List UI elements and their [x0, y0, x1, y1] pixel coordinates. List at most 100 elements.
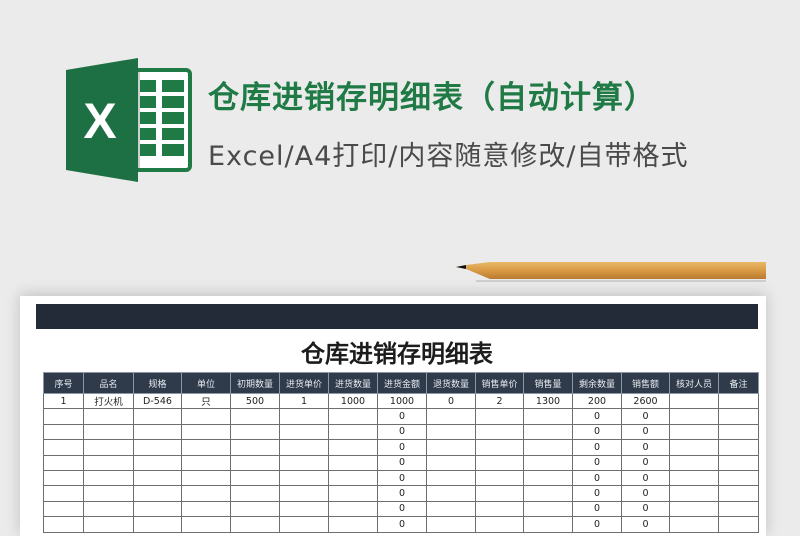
column-header[interactable]: 销售额 — [621, 372, 670, 394]
table-cell[interactable]: 2600 — [621, 392, 670, 410]
table-cell[interactable] — [133, 423, 182, 441]
column-header[interactable]: 进货金额 — [377, 372, 427, 394]
table-cell[interactable] — [426, 454, 476, 471]
table-cell[interactable] — [43, 485, 84, 502]
column-header[interactable]: 单位 — [181, 372, 231, 394]
table-cell[interactable] — [328, 408, 378, 425]
table-cell[interactable] — [523, 500, 573, 518]
table-cell[interactable]: 0 — [377, 485, 427, 502]
table-cell[interactable] — [523, 516, 573, 533]
table-cell[interactable]: 0 — [621, 423, 670, 441]
column-header[interactable]: 序号 — [43, 372, 84, 394]
column-header[interactable]: 销售单价 — [475, 372, 524, 394]
table-cell[interactable] — [475, 469, 524, 487]
table-cell[interactable]: 0 — [377, 439, 427, 456]
table-cell[interactable] — [475, 408, 524, 425]
table-cell[interactable] — [230, 423, 280, 441]
table-cell[interactable] — [426, 423, 476, 441]
table-cell[interactable]: 1 — [43, 392, 84, 410]
table-cell[interactable] — [426, 516, 476, 533]
table-cell[interactable] — [181, 423, 231, 441]
table-cell[interactable] — [181, 500, 231, 518]
table-cell[interactable] — [328, 439, 378, 456]
table-cell[interactable] — [83, 485, 134, 502]
table-cell[interactable] — [43, 439, 84, 456]
table-cell[interactable] — [328, 469, 378, 487]
table-cell[interactable] — [83, 408, 134, 425]
table-cell[interactable] — [279, 454, 329, 471]
table-cell[interactable] — [133, 469, 182, 487]
table-cell[interactable] — [181, 469, 231, 487]
table-cell[interactable] — [181, 408, 231, 425]
table-cell[interactable]: 1300 — [523, 392, 573, 410]
table-cell[interactable] — [83, 439, 134, 456]
column-header[interactable]: 进货数量 — [328, 372, 378, 394]
table-cell[interactable] — [181, 439, 231, 456]
table-cell[interactable]: 0 — [377, 516, 427, 533]
table-cell[interactable] — [328, 423, 378, 441]
table-cell[interactable]: 0 — [426, 392, 476, 410]
table-cell[interactable] — [230, 500, 280, 518]
table-cell[interactable]: 500 — [230, 392, 280, 410]
table-cell[interactable] — [523, 454, 573, 471]
table-cell[interactable] — [230, 408, 280, 425]
table-cell[interactable] — [181, 485, 231, 502]
column-header[interactable]: 初期数量 — [230, 372, 280, 394]
table-cell[interactable] — [230, 485, 280, 502]
table-cell[interactable] — [669, 516, 719, 533]
column-header[interactable]: 退货数量 — [426, 372, 476, 394]
table-cell[interactable] — [718, 516, 759, 533]
table-cell[interactable] — [230, 454, 280, 471]
table-cell[interactable] — [133, 500, 182, 518]
table-cell[interactable] — [43, 469, 84, 487]
table-cell[interactable] — [475, 485, 524, 502]
table-cell[interactable] — [133, 439, 182, 456]
table-cell[interactable] — [133, 516, 182, 533]
table-cell[interactable] — [669, 408, 719, 425]
table-cell[interactable]: 1000 — [328, 392, 378, 410]
table-cell[interactable] — [279, 469, 329, 487]
table-cell[interactable]: 0 — [621, 469, 670, 487]
table-cell[interactable] — [523, 439, 573, 456]
table-cell[interactable] — [133, 454, 182, 471]
table-cell[interactable] — [426, 485, 476, 502]
table-cell[interactable] — [669, 392, 719, 410]
table-cell[interactable] — [133, 485, 182, 502]
table-cell[interactable] — [279, 439, 329, 456]
table-cell[interactable] — [279, 516, 329, 533]
table-cell[interactable] — [328, 500, 378, 518]
table-cell[interactable]: 0 — [572, 469, 622, 487]
table-cell[interactable] — [230, 439, 280, 456]
table-cell[interactable]: 0 — [621, 454, 670, 471]
table-cell[interactable] — [718, 469, 759, 487]
table-cell[interactable]: 0 — [621, 439, 670, 456]
column-header[interactable]: 销售量 — [523, 372, 573, 394]
table-cell[interactable] — [475, 423, 524, 441]
table-cell[interactable]: 0 — [377, 469, 427, 487]
table-cell[interactable] — [718, 423, 759, 441]
table-cell[interactable] — [669, 423, 719, 441]
table-cell[interactable] — [43, 500, 84, 518]
column-header[interactable]: 进货单价 — [279, 372, 329, 394]
table-cell[interactable]: 0 — [621, 485, 670, 502]
table-cell[interactable]: 0 — [572, 516, 622, 533]
table-cell[interactable] — [43, 423, 84, 441]
table-cell[interactable] — [83, 500, 134, 518]
table-cell[interactable] — [279, 500, 329, 518]
table-cell[interactable] — [279, 408, 329, 425]
table-cell[interactable] — [475, 454, 524, 471]
table-cell[interactable]: 0 — [377, 408, 427, 425]
table-cell[interactable] — [718, 485, 759, 502]
table-cell[interactable] — [43, 408, 84, 425]
table-cell[interactable] — [475, 516, 524, 533]
table-cell[interactable] — [328, 516, 378, 533]
table-cell[interactable]: 0 — [572, 485, 622, 502]
column-header[interactable]: 核对人员 — [669, 372, 719, 394]
table-cell[interactable]: 0 — [377, 500, 427, 518]
table-cell[interactable] — [669, 485, 719, 502]
table-cell[interactable] — [426, 469, 476, 487]
table-cell[interactable] — [523, 408, 573, 425]
table-cell[interactable]: 只 — [181, 392, 231, 410]
table-cell[interactable] — [328, 454, 378, 471]
column-header[interactable]: 规格 — [133, 372, 182, 394]
